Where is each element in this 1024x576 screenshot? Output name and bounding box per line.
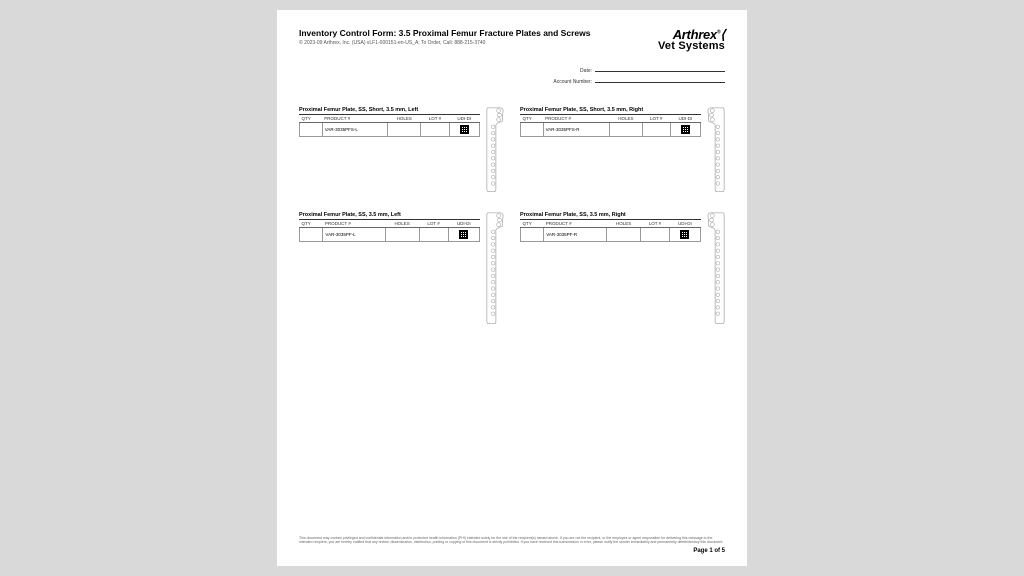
product-table: QTYPRODUCT #HOLESLOT #UDI-DI VAR-3035PF-…: [520, 220, 701, 242]
col-header: LOT #: [642, 115, 670, 123]
page-subtitle: © 2023-09 Arthrex, Inc. (USA) vLF1-00015…: [299, 40, 658, 46]
plate-icon: [486, 212, 504, 325]
holes-cell[interactable]: [607, 227, 641, 241]
col-header: LOT #: [641, 220, 670, 228]
lot-cell[interactable]: [419, 227, 448, 241]
product-cell-value: VAR-3035PF-L: [323, 227, 385, 241]
col-header: QTY: [300, 115, 323, 123]
qr-icon: [681, 125, 690, 134]
product-cell: Proximal Femur Plate, SS, Short, 3.5 mm,…: [299, 107, 504, 198]
account-line[interactable]: [595, 77, 725, 83]
product-table: QTYPRODUCT #HOLESLOT #UDI-DI VAR-3035PFS…: [520, 115, 701, 137]
document-page: Inventory Control Form: 3.5 Proximal Fem…: [277, 10, 747, 566]
udi-cell: [448, 227, 479, 241]
product-table: QTYPRODUCT #HOLESLOT #UDI-DI VAR-3035PF-…: [299, 220, 480, 242]
qr-icon: [680, 230, 689, 239]
product-cell-value: VAR-3035PFS-L: [322, 123, 388, 137]
disclaimer-text: This document may contain privileged and…: [299, 536, 725, 544]
plate-diagram: [707, 212, 725, 330]
page-number: Page 1 of 5: [299, 548, 725, 554]
plate-diagram: [486, 107, 504, 198]
product-cell-value: VAR-3035PFS-R: [543, 123, 609, 137]
date-label: Date:: [580, 68, 592, 74]
col-header: PRODUCT #: [544, 220, 607, 228]
product-cell: Proximal Femur Plate, SS, 3.5 mm, Left Q…: [299, 212, 504, 330]
qty-cell[interactable]: [521, 123, 544, 137]
holes-cell[interactable]: [385, 227, 419, 241]
col-header: HOLES: [385, 220, 419, 228]
col-header: HOLES: [607, 220, 641, 228]
account-field: Account Number:: [553, 77, 725, 85]
col-header: UDI-DI: [669, 220, 700, 228]
qr-icon: [460, 125, 469, 134]
qty-cell[interactable]: [300, 123, 323, 137]
plate-diagram: [707, 107, 725, 198]
meta-fields: Date: Account Number:: [299, 66, 725, 85]
udi-cell: [669, 227, 700, 241]
qty-cell[interactable]: [300, 227, 323, 241]
plate-icon: [707, 107, 725, 193]
table-wrap: Proximal Femur Plate, SS, Short, 3.5 mm,…: [299, 107, 480, 137]
date-line[interactable]: [595, 66, 725, 72]
header-left: Inventory Control Form: 3.5 Proximal Fem…: [299, 28, 658, 46]
col-header: PRODUCT #: [543, 115, 609, 123]
lot-cell[interactable]: [642, 123, 670, 137]
holes-cell[interactable]: [388, 123, 421, 137]
logo-bottom: Vet Systems: [658, 41, 725, 52]
product-cell: Proximal Femur Plate, SS, Short, 3.5 mm,…: [520, 107, 725, 198]
col-header: PRODUCT #: [322, 115, 388, 123]
table-wrap: Proximal Femur Plate, SS, Short, 3.5 mm,…: [520, 107, 701, 137]
cell-title: Proximal Femur Plate, SS, Short, 3.5 mm,…: [520, 107, 701, 115]
header: Inventory Control Form: 3.5 Proximal Fem…: [299, 28, 725, 52]
col-header: QTY: [521, 220, 544, 228]
logo: Arthrex®⟨ Vet Systems: [658, 28, 725, 52]
table-wrap: Proximal Femur Plate, SS, 3.5 mm, Left Q…: [299, 212, 480, 242]
plate-icon: [486, 107, 504, 193]
date-field: Date:: [580, 66, 725, 74]
col-header: LOT #: [421, 115, 449, 123]
udi-cell: [449, 123, 479, 137]
col-header: HOLES: [609, 115, 642, 123]
cell-title: Proximal Femur Plate, SS, 3.5 mm, Right: [520, 212, 701, 220]
page-title: Inventory Control Form: 3.5 Proximal Fem…: [299, 28, 658, 38]
col-header: UDI-DI: [448, 220, 479, 228]
table-row: VAR-3035PF-L: [300, 227, 480, 241]
product-cell-value: VAR-3035PF-R: [544, 227, 607, 241]
footer: This document may contain privileged and…: [299, 536, 725, 554]
product-cell: Proximal Femur Plate, SS, 3.5 mm, Right …: [520, 212, 725, 330]
product-table: QTYPRODUCT #HOLESLOT #UDI-DI VAR-3035PFS…: [299, 115, 480, 137]
col-header: UDI-DI: [449, 115, 479, 123]
col-header: LOT #: [419, 220, 448, 228]
cell-title: Proximal Femur Plate, SS, 3.5 mm, Left: [299, 212, 480, 220]
cell-title: Proximal Femur Plate, SS, Short, 3.5 mm,…: [299, 107, 480, 115]
lot-cell[interactable]: [641, 227, 670, 241]
product-grid: Proximal Femur Plate, SS, Short, 3.5 mm,…: [299, 107, 725, 329]
table-row: VAR-3035PFS-R: [521, 123, 701, 137]
plate-icon: [707, 212, 725, 325]
table-row: VAR-3035PF-R: [521, 227, 701, 241]
lot-cell[interactable]: [421, 123, 449, 137]
col-header: QTY: [521, 115, 544, 123]
col-header: UDI-DI: [670, 115, 700, 123]
table-row: VAR-3035PFS-L: [300, 123, 480, 137]
col-header: QTY: [300, 220, 323, 228]
holes-cell[interactable]: [609, 123, 642, 137]
plate-diagram: [486, 212, 504, 330]
col-header: HOLES: [388, 115, 421, 123]
qr-icon: [459, 230, 468, 239]
col-header: PRODUCT #: [323, 220, 385, 228]
udi-cell: [670, 123, 700, 137]
account-label: Account Number:: [553, 79, 592, 85]
qty-cell[interactable]: [521, 227, 544, 241]
table-wrap: Proximal Femur Plate, SS, 3.5 mm, Right …: [520, 212, 701, 242]
